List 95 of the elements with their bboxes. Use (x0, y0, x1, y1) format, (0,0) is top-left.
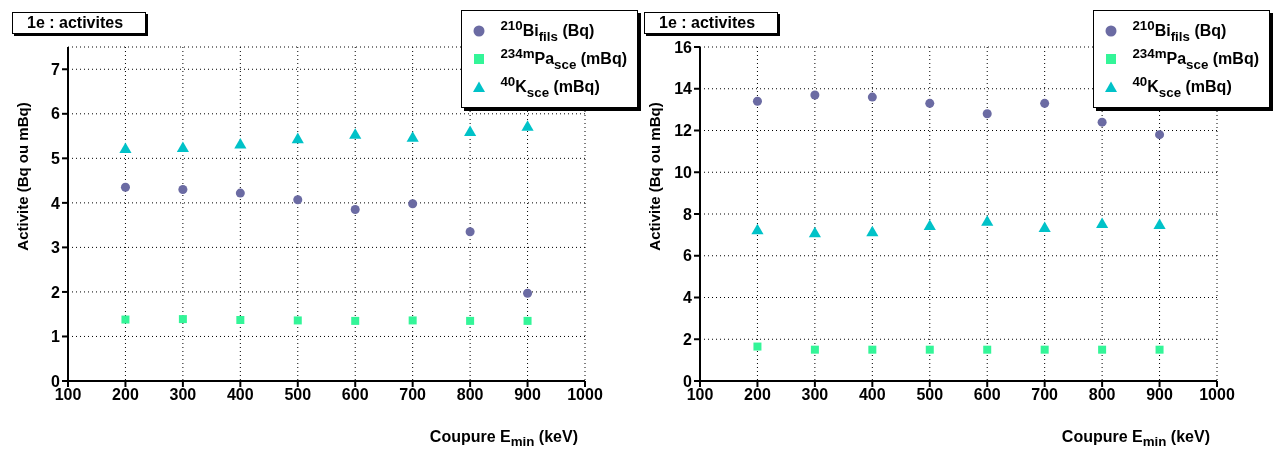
x-tick-label: 500 (916, 386, 944, 404)
x-tick-label: 100 (54, 386, 82, 404)
x-tick-label: 300 (169, 386, 197, 404)
point (868, 345, 877, 354)
point (866, 225, 879, 237)
y-tick-label: 14 (674, 80, 693, 98)
point (925, 98, 935, 108)
y-tick-label: 1 (51, 328, 61, 346)
point (291, 132, 304, 144)
y-tick-label: 4 (51, 194, 61, 212)
legend-label: $^{40}$K$_{sce}$ (mBq) (1132, 74, 1232, 100)
point (178, 185, 188, 195)
y-tick-label: 6 (51, 105, 61, 123)
point (521, 120, 534, 131)
point (234, 137, 247, 149)
point (1038, 221, 1051, 233)
point (1040, 345, 1049, 354)
point (523, 316, 532, 325)
point (464, 125, 477, 137)
legend-label: $^{40}$K$_{sce}$ (mBq) (500, 74, 600, 100)
y-tick-label: 8 (683, 205, 693, 223)
point (523, 288, 533, 298)
point (1153, 218, 1166, 229)
y-tick-label: 2 (51, 283, 61, 301)
point (981, 215, 994, 226)
x-tick-label: 900 (1146, 386, 1173, 404)
point (983, 345, 992, 354)
x-axis-title: Coupure E$_{min}$ (keV) (1061, 427, 1210, 449)
y-tick-label: 3 (51, 239, 61, 257)
point (1155, 345, 1164, 354)
x-tick-label: 300 (801, 386, 829, 404)
x-tick-label: 1000 (1199, 386, 1235, 404)
y-tick-label: 16 (674, 38, 693, 56)
y-tick-label: 10 (674, 163, 693, 181)
x-tick-label: 200 (112, 386, 139, 404)
x-tick-label: 700 (1031, 386, 1059, 404)
legend-label: $^{210}$Bi$_{fils}$ (Bq) (1132, 18, 1227, 44)
x-tick-label: 900 (514, 386, 541, 404)
point (176, 141, 189, 153)
point (1040, 98, 1050, 108)
x-tick-label: 400 (858, 386, 886, 404)
y-tick-label: 12 (674, 122, 693, 140)
point (1098, 345, 1107, 354)
y-tick-label: 4 (683, 289, 693, 307)
legend-label: $^{234m}$Pa$_{sce}$ (mBq) (500, 46, 627, 72)
point (751, 223, 764, 235)
point (350, 205, 360, 215)
x-tick-label: 800 (456, 386, 484, 404)
legend-label: $^{234m}$Pa$_{sce}$ (mBq) (1132, 46, 1259, 72)
y-axis-title: Activite (Bq ou mBq) (645, 102, 663, 251)
x-tick-label: 600 (973, 386, 1001, 404)
chart-title: 1e : activites (644, 12, 779, 34)
point (351, 316, 360, 325)
point (1096, 217, 1109, 228)
x-axis-title: Coupure E$_{min}$ (keV) (429, 427, 578, 449)
chart-title: 1e : activites (12, 12, 147, 34)
point (810, 90, 820, 100)
point (119, 142, 132, 153)
point (465, 227, 475, 237)
x-tick-label: 700 (399, 386, 427, 404)
y-tick-label: 6 (683, 247, 693, 265)
point (408, 316, 417, 325)
point (120, 182, 130, 192)
point (178, 315, 187, 324)
point (753, 342, 762, 351)
point (235, 188, 245, 198)
point (293, 316, 302, 325)
point (408, 199, 418, 209)
x-tick-label: 200 (744, 386, 771, 404)
x-tick-label: 500 (284, 386, 312, 404)
x-tick-label: 800 (1088, 386, 1116, 404)
point (982, 109, 992, 119)
x-tick-label: 100 (686, 386, 714, 404)
legend-label: $^{210}$Bi$_{fils}$ (Bq) (500, 18, 595, 44)
y-tick-label: 5 (51, 150, 61, 168)
point (810, 345, 819, 354)
x-tick-label: 1000 (567, 386, 603, 404)
x-tick-label: 400 (226, 386, 254, 404)
point (1097, 117, 1107, 127)
point (925, 345, 934, 354)
point (121, 315, 130, 324)
point (406, 131, 419, 142)
y-tick-label: 7 (51, 60, 61, 78)
point (349, 128, 362, 139)
point (867, 92, 877, 102)
point (466, 316, 475, 325)
y-tick-label: 2 (683, 330, 693, 348)
x-tick-label: 600 (341, 386, 369, 404)
point (752, 96, 762, 106)
y-axis-title: Activite (Bq ou mBq) (13, 102, 31, 251)
point (293, 195, 303, 205)
point (923, 219, 936, 231)
point (808, 226, 821, 238)
point (1155, 130, 1165, 140)
point (236, 315, 245, 324)
